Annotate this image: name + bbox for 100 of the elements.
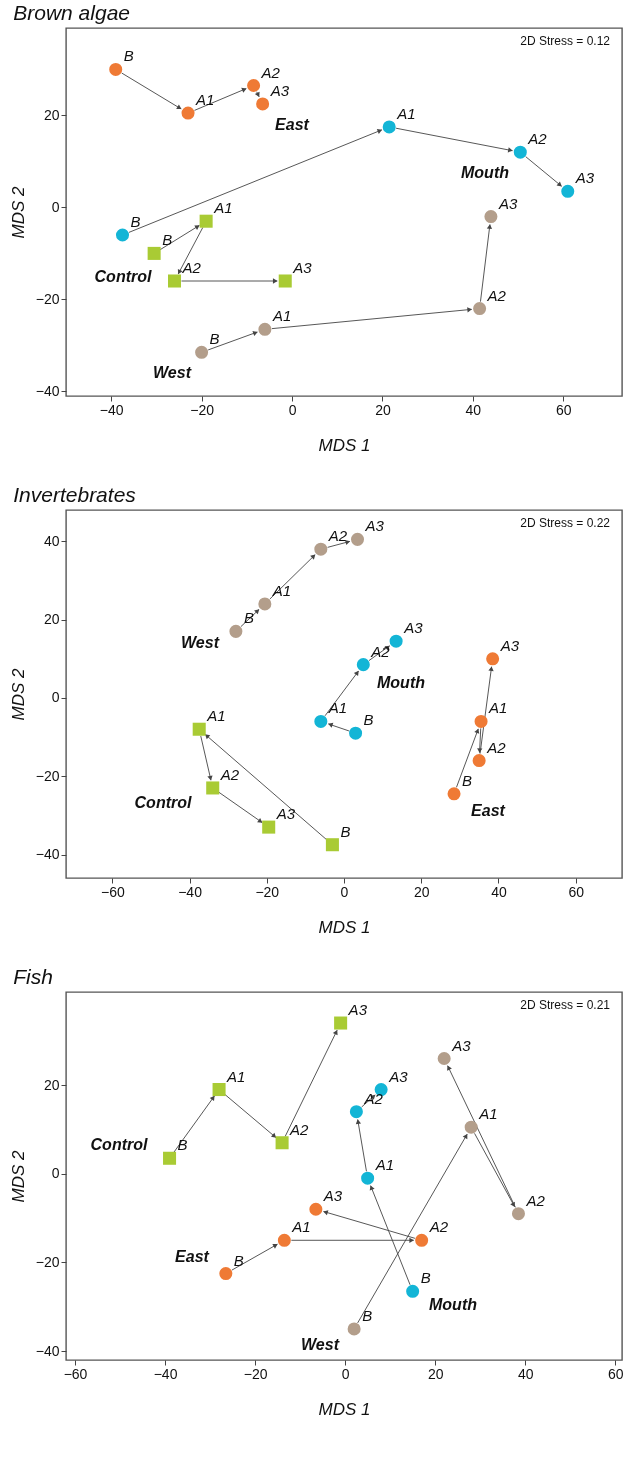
series-label: East — [275, 116, 310, 133]
data-label: A1 — [271, 307, 292, 325]
data-label: B — [209, 330, 220, 348]
data-label: A1 — [488, 699, 508, 717]
point — [195, 345, 209, 359]
series-label: Control — [90, 1136, 148, 1153]
point — [163, 1151, 177, 1165]
x-tick-label: −40 — [153, 1365, 178, 1382]
x-tick-label: 0 — [341, 1365, 350, 1382]
data-label: B — [177, 1136, 188, 1154]
x-tick-label: 20 — [427, 1365, 444, 1382]
annotation: 2D Stress = 0.21 — [520, 998, 611, 1012]
y-axis-title: MDS 2 — [8, 185, 28, 239]
chart-title: Invertebrates — [13, 483, 137, 506]
point — [484, 210, 498, 224]
annotation: 2D Stress = 0.22 — [520, 516, 611, 530]
x-tick-label: −40 — [99, 401, 124, 418]
point — [262, 820, 276, 834]
data-label: B — [363, 711, 374, 729]
data-label: A2 — [181, 259, 202, 276]
point — [314, 542, 328, 556]
point — [199, 214, 213, 228]
x-tick-label: −60 — [100, 883, 125, 900]
x-tick-label: 40 — [491, 883, 507, 900]
y-tick-label: 20 — [43, 1076, 60, 1093]
point — [349, 1105, 363, 1119]
data-label: A3 — [388, 1067, 409, 1085]
x-tick-label: −20 — [255, 883, 280, 900]
data-label: A2 — [327, 527, 348, 545]
point — [115, 228, 130, 242]
point — [256, 97, 270, 111]
chart-title: Fish — [13, 965, 53, 988]
y-tick-label: 0 — [51, 1165, 60, 1182]
point — [278, 274, 292, 288]
data-label: A2 — [363, 1089, 384, 1107]
point — [334, 1016, 348, 1030]
x-tick-label: 40 — [517, 1365, 534, 1382]
data-label: A1 — [478, 1105, 498, 1123]
y-tick-label: −40 — [35, 846, 60, 863]
data-label: A1 — [327, 699, 348, 717]
point — [382, 120, 396, 134]
y-axis-title: MDS 2 — [8, 667, 28, 721]
y-tick-label: −20 — [35, 1253, 60, 1270]
data-label: B — [462, 771, 473, 789]
data-label: A2 — [525, 1191, 546, 1209]
data-label: A3 — [275, 805, 296, 823]
point — [447, 787, 461, 801]
point — [181, 106, 195, 120]
data-label: A3 — [497, 194, 518, 212]
point — [361, 1171, 375, 1185]
point — [356, 658, 370, 672]
data-label: A1 — [374, 1156, 394, 1174]
point — [347, 1322, 361, 1336]
point — [247, 78, 261, 93]
point — [258, 322, 272, 336]
y-tick-label: 20 — [43, 611, 60, 628]
data-label: B — [162, 231, 173, 249]
data-label: B — [130, 213, 141, 230]
data-label: A3 — [499, 636, 520, 654]
data-label: A1 — [195, 91, 215, 109]
x-tick-label: 20 — [413, 883, 430, 900]
y-tick-label: −40 — [35, 1342, 60, 1359]
point — [309, 1202, 323, 1216]
point — [406, 1284, 420, 1298]
data-label: A3 — [574, 169, 595, 187]
point — [325, 838, 339, 852]
x-tick-label: 60 — [607, 1365, 624, 1382]
data-label: A3 — [403, 619, 424, 637]
data-label: A3 — [451, 1036, 472, 1054]
series-label: Mouth — [429, 1296, 478, 1313]
point — [349, 726, 363, 740]
x-axis-title: MDS 1 — [318, 435, 371, 455]
point — [314, 714, 328, 728]
point — [147, 246, 161, 260]
point — [464, 1120, 478, 1134]
data-label: A2 — [428, 1218, 449, 1236]
point — [212, 1083, 226, 1097]
y-tick-label: −20 — [35, 290, 60, 307]
x-tick-label: 20 — [375, 401, 391, 418]
data-label: A3 — [322, 1187, 343, 1205]
point — [473, 302, 487, 316]
series-label: West — [181, 634, 220, 651]
point — [437, 1052, 451, 1066]
series-label: Mouth — [377, 674, 426, 691]
x-tick-label: −20 — [190, 401, 215, 418]
series-label: West — [153, 364, 192, 381]
point — [192, 722, 206, 736]
x-tick-label: 0 — [340, 883, 349, 900]
y-tick-label: −20 — [35, 767, 60, 784]
x-tick-label: −60 — [63, 1365, 88, 1382]
x-tick-label: 60 — [555, 401, 572, 418]
point — [511, 1207, 525, 1221]
point — [219, 1267, 233, 1281]
data-label: B — [362, 1306, 373, 1324]
chart-title: Brown algae — [13, 1, 130, 24]
data-label: A2 — [260, 63, 281, 81]
x-axis-title: MDS 1 — [318, 1399, 371, 1419]
point — [415, 1233, 429, 1247]
data-label: A1 — [396, 104, 416, 122]
data-label: A3 — [364, 517, 385, 535]
